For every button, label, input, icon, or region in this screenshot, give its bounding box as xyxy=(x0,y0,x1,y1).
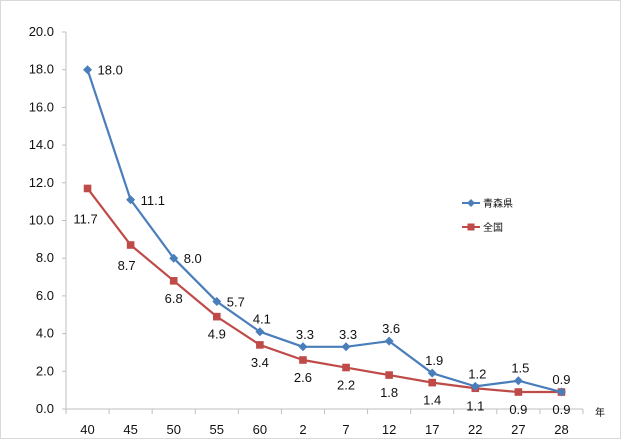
data-label: 11.7 xyxy=(73,211,97,226)
data-label: 8.7 xyxy=(118,258,136,273)
x-tick-label: 22 xyxy=(468,422,482,437)
y-tick-label: 14.0 xyxy=(29,137,54,152)
y-tick-label: 0.0 xyxy=(36,401,54,416)
data-label: 0.9 xyxy=(552,372,570,387)
x-tick-label: 12 xyxy=(382,422,396,437)
data-label: 1.5 xyxy=(511,361,529,376)
legend-entry-label: 全国 xyxy=(483,221,503,234)
data-label: 6.8 xyxy=(165,291,183,306)
data-label: 0.9 xyxy=(552,402,570,417)
data-label: 5.7 xyxy=(227,295,245,310)
data-point-marker xyxy=(299,356,307,364)
data-label: 1.4 xyxy=(423,393,441,408)
data-point-marker xyxy=(213,313,221,321)
x-unit-label: 年 xyxy=(595,406,605,419)
data-label: 1.2 xyxy=(468,366,486,381)
y-tick-label: 8.0 xyxy=(36,250,54,265)
x-tick-label: 2 xyxy=(299,422,306,437)
x-tick-label: 55 xyxy=(210,422,224,437)
data-label: 2.2 xyxy=(337,378,355,393)
y-tick-label: 4.0 xyxy=(36,326,54,341)
y-tick-label: 20.0 xyxy=(29,24,54,39)
x-tick-label: 7 xyxy=(342,422,349,437)
data-label: 3.3 xyxy=(296,327,314,342)
data-point-marker xyxy=(385,371,393,379)
legend-entry-label: 青森県 xyxy=(483,197,513,210)
data-label: 3.3 xyxy=(339,327,357,342)
data-point-marker xyxy=(428,379,436,387)
y-tick-label: 6.0 xyxy=(36,288,54,303)
data-label: 11.1 xyxy=(141,193,165,208)
x-tick-label: 28 xyxy=(554,422,568,437)
data-label: 18.0 xyxy=(98,63,123,78)
data-label: 3.6 xyxy=(382,321,400,336)
data-point-marker xyxy=(515,388,523,396)
x-tick-label: 60 xyxy=(253,422,267,437)
x-tick-label: 45 xyxy=(123,422,137,437)
data-point-marker xyxy=(127,241,135,249)
data-point-marker xyxy=(170,277,178,285)
y-tick-label: 18.0 xyxy=(29,62,54,77)
x-tick-label: 17 xyxy=(425,422,439,437)
data-label: 1.9 xyxy=(425,353,443,368)
data-label: 3.4 xyxy=(251,355,269,370)
data-label: 4.1 xyxy=(253,312,271,327)
y-tick-label: 16.0 xyxy=(29,99,54,114)
data-label: 8.0 xyxy=(184,251,202,266)
x-tick-label: 27 xyxy=(511,422,525,437)
y-tick-label: 2.0 xyxy=(36,363,54,378)
data-label: 2.6 xyxy=(294,370,312,385)
data-label: 1.8 xyxy=(380,385,398,400)
data-label: 4.9 xyxy=(208,327,226,342)
legend-marker xyxy=(468,224,475,231)
data-label: 0.9 xyxy=(509,402,527,417)
data-point-marker xyxy=(342,364,350,372)
data-label: 1.1 xyxy=(466,398,484,413)
y-tick-label: 10.0 xyxy=(29,213,54,228)
y-tick-label: 12.0 xyxy=(29,175,54,190)
x-tick-label: 40 xyxy=(80,422,94,437)
x-tick-label: 50 xyxy=(166,422,180,437)
data-point-marker xyxy=(84,185,92,193)
data-point-marker xyxy=(256,341,264,349)
